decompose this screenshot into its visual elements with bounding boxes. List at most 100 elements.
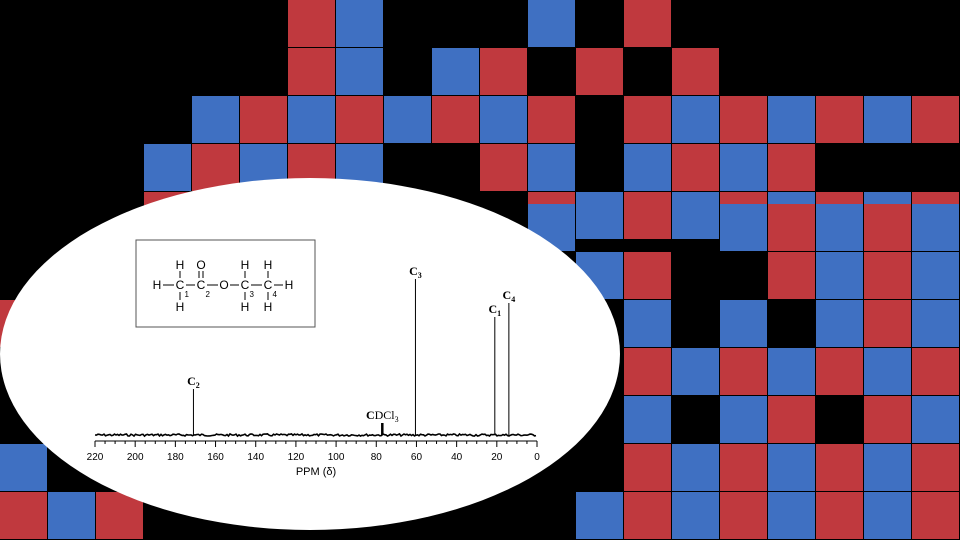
x-tick-label: 140 (247, 452, 264, 463)
peak-label: C4 (503, 288, 516, 304)
blue-tile (48, 492, 95, 539)
blue-tile (720, 144, 767, 191)
atom-c2: C (197, 278, 206, 292)
x-tick-label: 220 (87, 452, 104, 463)
blue-tile (624, 396, 671, 443)
red-tile (912, 444, 959, 491)
blue-tile (528, 0, 575, 47)
red-tile (720, 492, 767, 539)
red-tile (624, 444, 671, 491)
red-tile (624, 252, 671, 299)
x-tick-label: 40 (451, 452, 463, 463)
red-tile (240, 96, 287, 143)
atom-h-bottom-4: H (264, 300, 273, 314)
red-tile (672, 144, 719, 191)
blue-tile (576, 492, 623, 539)
red-tile (912, 492, 959, 539)
atom-h-top-3: H (241, 258, 250, 272)
peak-label: C2 (187, 374, 200, 390)
atom-c3: C (241, 278, 250, 292)
blue-tile (624, 300, 671, 347)
red-tile (624, 492, 671, 539)
red-tile (912, 348, 959, 395)
blue-tile (720, 300, 767, 347)
blue-tile (0, 444, 47, 491)
red-tile (192, 144, 239, 191)
red-tile (336, 96, 383, 143)
blue-tile (720, 204, 767, 251)
spectrum-baseline (94, 432, 537, 438)
red-tile (624, 0, 671, 47)
red-tile (816, 492, 863, 539)
blue-tile (768, 444, 815, 491)
blue-tile (864, 96, 911, 143)
atom-h-bottom-1: H (176, 300, 185, 314)
blue-tile (912, 300, 959, 347)
x-axis-label: PPM (δ) (296, 466, 336, 478)
peak-label: C3 (409, 264, 422, 280)
x-tick-label: 200 (127, 452, 144, 463)
red-tile (480, 48, 527, 95)
blue-tile (144, 144, 191, 191)
atom-h-left: H (153, 278, 162, 292)
atom-c1: C (176, 278, 185, 292)
peak-label: C1 (488, 302, 501, 318)
blue-tile (624, 144, 671, 191)
molecule-structure-box: H H C H O C O H C H H C H H 1 2 3 4 (135, 239, 316, 328)
red-tile (720, 96, 767, 143)
blue-tile (672, 348, 719, 395)
carbon-number-4: 4 (273, 290, 278, 299)
blue-tile (432, 48, 479, 95)
atom-h-top-4: H (264, 258, 273, 272)
red-tile (768, 396, 815, 443)
red-tile (816, 444, 863, 491)
blue-tile (192, 96, 239, 143)
carbon-number-1: 1 (185, 290, 190, 299)
red-tile (0, 492, 47, 539)
red-tile (576, 48, 623, 95)
peak-label: CDCl3 (366, 408, 399, 424)
x-tick-label: 80 (371, 452, 383, 463)
blue-tile (672, 492, 719, 539)
red-tile (768, 252, 815, 299)
red-tile (96, 492, 143, 539)
red-tile (768, 144, 815, 191)
structure-bonds (163, 271, 283, 300)
blue-tile (672, 444, 719, 491)
red-tile (720, 348, 767, 395)
red-tile (864, 396, 911, 443)
red-tile (480, 144, 527, 191)
blue-tile (480, 96, 527, 143)
red-tile (912, 96, 959, 143)
blue-tile (864, 348, 911, 395)
red-tile (672, 48, 719, 95)
carbon-number-2: 2 (206, 290, 211, 299)
blue-tile (336, 0, 383, 47)
x-tick-label: 180 (167, 452, 184, 463)
atom-h-top-1: H (176, 258, 185, 272)
blue-tile (672, 192, 719, 239)
atom-o-ester: O (219, 278, 228, 292)
red-tile (624, 192, 671, 239)
red-tile (768, 204, 815, 251)
blue-tile (720, 396, 767, 443)
blue-tile (864, 492, 911, 539)
red-tile (432, 96, 479, 143)
red-tile (288, 0, 335, 47)
blue-tile (288, 96, 335, 143)
carbon-number-3: 3 (250, 290, 255, 299)
blue-tile (576, 192, 623, 239)
blue-tile (912, 396, 959, 443)
red-tile (816, 348, 863, 395)
atom-h-bottom-3: H (241, 300, 250, 314)
red-tile (864, 300, 911, 347)
structure-frame (135, 239, 316, 328)
red-tile (720, 444, 767, 491)
x-tick-label: 20 (491, 452, 503, 463)
red-tile (624, 96, 671, 143)
red-tile (624, 348, 671, 395)
blue-tile (336, 48, 383, 95)
atom-h-right: H (285, 278, 294, 292)
